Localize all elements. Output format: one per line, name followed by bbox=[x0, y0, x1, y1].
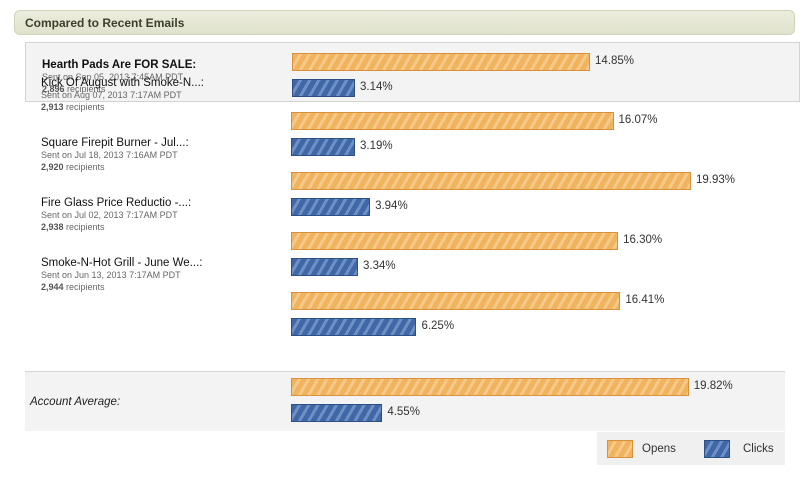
email-row: Square Firepit Burner - Jul...: Sent on J… bbox=[25, 137, 800, 222]
recipients-count: 2,913 bbox=[41, 102, 64, 112]
email-sent-date: Sent on Jul 18, 2013 7:16AM PDT bbox=[41, 150, 178, 160]
opens-bar bbox=[291, 292, 621, 310]
email-sent-date: Sent on Jul 02, 2013 7:17AM PDT bbox=[41, 210, 178, 220]
opens-bar bbox=[291, 232, 619, 250]
email-subject: Kick Of August with Smoke-N...: bbox=[41, 77, 204, 89]
opens-bar bbox=[291, 172, 691, 190]
clicks-value-label: 3.34% bbox=[363, 260, 396, 272]
email-subject: Square Firepit Burner - Jul...: bbox=[41, 137, 189, 149]
email-sent-date: Sent on Sep 05, 2013 7:45AM PDT bbox=[42, 72, 184, 82]
clicks-bar bbox=[291, 138, 356, 156]
clicks-bar bbox=[291, 198, 371, 216]
opens-bar bbox=[291, 112, 614, 130]
clicks-value-label: 3.14% bbox=[360, 81, 393, 93]
email-subject: Hearth Pads Are FOR SALE: bbox=[42, 59, 197, 71]
legend-swatch-clicks bbox=[704, 440, 730, 458]
email-subject: Fire Glass Price Reductio -...: bbox=[41, 197, 192, 209]
recipients-count: 2,938 bbox=[41, 222, 64, 232]
legend-label-clicks: Clicks bbox=[743, 443, 774, 455]
legend-label-opens: Opens bbox=[642, 443, 676, 455]
recipients-count: 2,944 bbox=[41, 282, 64, 292]
email-recipients: 2,944 recipients bbox=[41, 282, 105, 292]
opens-value-label: 16.07% bbox=[618, 114, 658, 126]
recipients-count: 2,896 bbox=[42, 84, 65, 94]
email-recipients: 2,920 recipients bbox=[41, 162, 105, 172]
email-row: Smoke-N-Hot Grill - June We...: Sent on J… bbox=[25, 257, 800, 342]
clicks-bar bbox=[291, 318, 417, 336]
opens-bar bbox=[292, 53, 591, 71]
clicks-bar bbox=[291, 404, 383, 422]
email-recipients: 2,938 recipients bbox=[41, 222, 105, 232]
clicks-value-label: 3.94% bbox=[375, 200, 408, 212]
opens-value-label: 16.30% bbox=[623, 234, 663, 246]
opens-value-label: 14.85% bbox=[595, 55, 635, 67]
email-subject: Smoke-N-Hot Grill - June We...: bbox=[41, 257, 203, 269]
account-average-row: Account Average: 19.82% 4.55% bbox=[25, 371, 785, 431]
legend-swatch-opens bbox=[607, 440, 633, 458]
opens-value-label: 16.41% bbox=[625, 294, 665, 306]
email-row: Hearth Pads Are FOR SALE: Sent on Sep 05,… bbox=[25, 42, 800, 102]
email-sent-date: Sent on Aug 07, 2013 7:17AM PDT bbox=[41, 90, 182, 100]
opens-bar bbox=[291, 378, 689, 396]
email-comparison-chart: Hearth Pads Are FOR SALE: Sent on Sep 05,… bbox=[15, 36, 800, 432]
opens-value-label: 19.82% bbox=[693, 380, 733, 392]
email-recipients: 2,896 recipients bbox=[42, 84, 106, 94]
chart-legend: Opens Clicks bbox=[597, 432, 785, 465]
email-row: Fire Glass Price Reductio -...: Sent on J… bbox=[25, 197, 800, 282]
email-row: Kick Of August with Smoke-N...: Sent on A… bbox=[25, 77, 800, 162]
clicks-value-label: 4.55% bbox=[387, 406, 420, 418]
clicks-bar bbox=[292, 79, 356, 97]
clicks-bar bbox=[291, 258, 359, 276]
section-title: Compared to Recent Emails bbox=[25, 16, 185, 30]
recipients-count: 2,920 bbox=[41, 162, 64, 172]
clicks-value-label: 6.25% bbox=[421, 320, 455, 332]
email-recipients: 2,913 recipients bbox=[41, 102, 105, 112]
opens-value-label: 19.93% bbox=[695, 174, 735, 186]
account-average-label: Account Average: bbox=[30, 396, 121, 408]
section-header: Compared to Recent Emails bbox=[14, 10, 795, 35]
email-sent-date: Sent on Jun 13, 2013 7:17AM PDT bbox=[41, 270, 181, 280]
clicks-value-label: 3.19% bbox=[360, 140, 393, 152]
